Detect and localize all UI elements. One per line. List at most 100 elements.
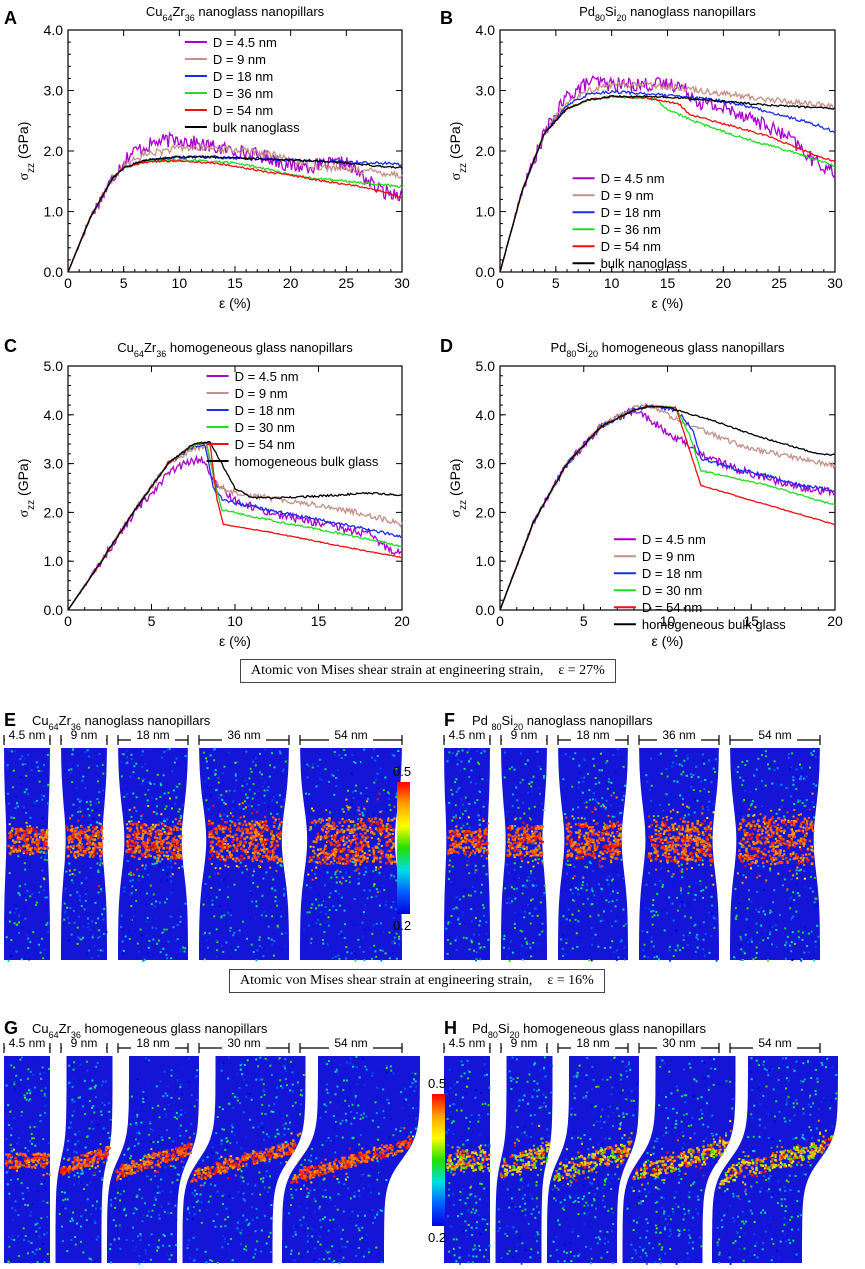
strain-atom [671,765,674,768]
strain-atom [529,854,532,858]
strain-atom [451,865,454,868]
strain-atom [668,850,671,853]
strain-atom [315,785,318,788]
strain-atom [652,904,654,907]
strain-atom [67,854,70,858]
strain-atom [388,838,392,842]
strain-atom [699,841,702,844]
strain-atom [41,798,44,801]
strain-atom [668,833,671,836]
strain-atom [571,913,574,916]
strain-atom [72,881,75,884]
strain-atom [455,825,458,828]
strain-atom [680,832,684,836]
strain-atom [17,838,21,841]
strain-atom [11,845,15,848]
strain-atom [174,818,177,821]
strain-atom [533,831,536,834]
strain-atom [46,832,49,835]
strain-atom [450,788,453,791]
strain-atom [605,761,608,764]
strain-atom [77,852,80,855]
strain-atom [708,800,711,803]
strain-atom [604,824,607,826]
strain-atom [17,892,20,895]
strain-atom [149,783,152,785]
strain-atom [34,846,37,850]
strain-atom [265,852,269,856]
strain-atom [331,827,334,830]
strain-atom [696,848,699,851]
strain-atom [694,851,698,855]
strain-atom [140,853,144,856]
strain-atom [375,778,378,781]
strain-atom [241,832,245,835]
strain-atom [653,914,656,917]
strain-atom [129,880,132,883]
strain-atom [208,857,211,860]
strain-atom [208,819,211,823]
strain-atom [214,847,217,850]
strain-atom [387,858,391,861]
strain-atom [387,791,389,794]
strain-atom [148,846,151,849]
strain-atom [68,873,71,876]
strain-atom [26,890,29,893]
strain-atom [275,855,278,858]
strain-atom [456,851,459,854]
strain-atom [522,801,525,804]
strain-atom [748,898,751,901]
strain-atom [162,841,165,844]
y-axis-label: σzz (GPa) [15,122,37,181]
strain-atom [151,863,154,866]
strain-atom [668,841,671,844]
strain-atom [346,805,348,807]
strain-atom [594,832,598,835]
strain-atom [274,896,277,899]
strain-atom [595,822,598,825]
strain-atom [214,769,217,772]
strain-atom [42,837,45,839]
strain-atom [122,949,125,952]
strain-atom [693,898,696,901]
strain-atom [478,823,481,826]
strain-atom [654,840,657,843]
strain-atom [600,887,603,890]
strain-atom [255,905,258,908]
strain-atom [521,840,525,843]
strain-atom [535,849,539,852]
strain-atom [24,883,27,886]
strain-atom [98,935,101,938]
strain-atom [711,904,714,907]
strain-atom [166,818,169,821]
strain-atom [218,796,221,799]
strain-atom [260,860,263,863]
strain-atom [678,763,681,766]
strain-atom [24,917,27,920]
strain-atom [151,926,154,929]
strain-atom [245,835,249,839]
strain-atom [474,869,477,872]
strain-atom [243,815,246,818]
strain-atom [452,835,455,838]
strain-atom [760,924,763,927]
strain-atom [347,825,351,828]
strain-atom [622,877,625,880]
strain-atom [131,823,135,826]
strain-atom [172,820,174,823]
strain-atom [248,820,251,823]
strain-atom [650,839,653,842]
strain-atom [671,836,675,839]
strain-atom [224,827,227,830]
strain-atom [650,910,653,913]
strain-atom [258,849,261,852]
strain-atom [324,844,327,848]
x-axis-label: ε (%) [652,633,684,649]
strain-atom [579,825,582,828]
strain-atom [679,844,683,848]
strain-atom [84,833,87,837]
strain-atom [774,837,777,840]
strain-atom [708,829,712,833]
strain-atom [457,833,460,837]
strain-atom [480,752,483,755]
